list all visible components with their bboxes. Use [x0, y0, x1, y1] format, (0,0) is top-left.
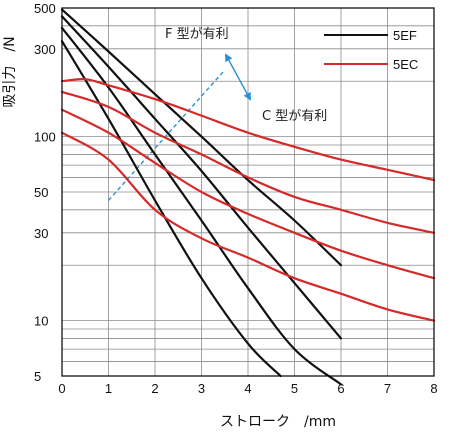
plot-frame: [61, 7, 435, 377]
x-tick-label: 5: [291, 381, 298, 396]
y-tick-label: 300: [34, 42, 56, 57]
x-tick-label: 7: [384, 381, 391, 396]
x-axis-label: ストローク /mm: [220, 414, 336, 430]
y-tick-label: 10: [34, 314, 48, 329]
series-line-5ef-3: [60, 26, 343, 386]
series-line-5ec-7: [60, 108, 436, 280]
x-tick-label: 3: [198, 381, 205, 396]
annotation-c-region: C 型が有利: [262, 109, 327, 124]
x-axis-ticks: 0 1 2 3 4 5 6 7 8: [58, 381, 437, 396]
arrow-up-icon: [225, 53, 239, 78]
y-tick-label: 50: [34, 185, 48, 200]
chart-annotations: F 型が有利 C 型が有利: [165, 27, 327, 124]
x-tick-label: 1: [105, 381, 112, 396]
x-tick-label: 4: [244, 381, 251, 396]
y-tick-label: 100: [34, 130, 56, 145]
legend-label: 5EF: [393, 28, 417, 43]
series-line-5ef-4: [60, 40, 282, 378]
y-axis-ticks: 5 10 30 50 100 300 500: [34, 1, 56, 384]
x-tick-label: 8: [430, 381, 437, 396]
series-line-5ec-6: [60, 90, 436, 234]
annotation-f-region: F 型が有利: [165, 27, 229, 42]
series-line-5ef-2: [60, 15, 343, 340]
arrow-down-icon: [237, 76, 251, 101]
x-tick-label: 2: [151, 381, 158, 396]
legend-label: 5EC: [393, 57, 418, 72]
y-tick-label: 5: [34, 369, 41, 384]
y-tick-label: 500: [34, 1, 56, 16]
chart-grid: [62, 8, 434, 376]
series-line-5ec-5: [60, 78, 436, 182]
chart-curves: [60, 8, 436, 386]
series-line-5ef-1: [60, 8, 343, 267]
y-tick-label: 30: [34, 226, 48, 241]
series-line-5ec-8: [60, 131, 436, 322]
x-tick-label: 0: [58, 381, 65, 396]
y-axis-label: 吸引力 /N: [2, 36, 18, 107]
x-tick-label: 6: [337, 381, 344, 396]
chart-legend: 5EF 5EC: [324, 28, 418, 72]
